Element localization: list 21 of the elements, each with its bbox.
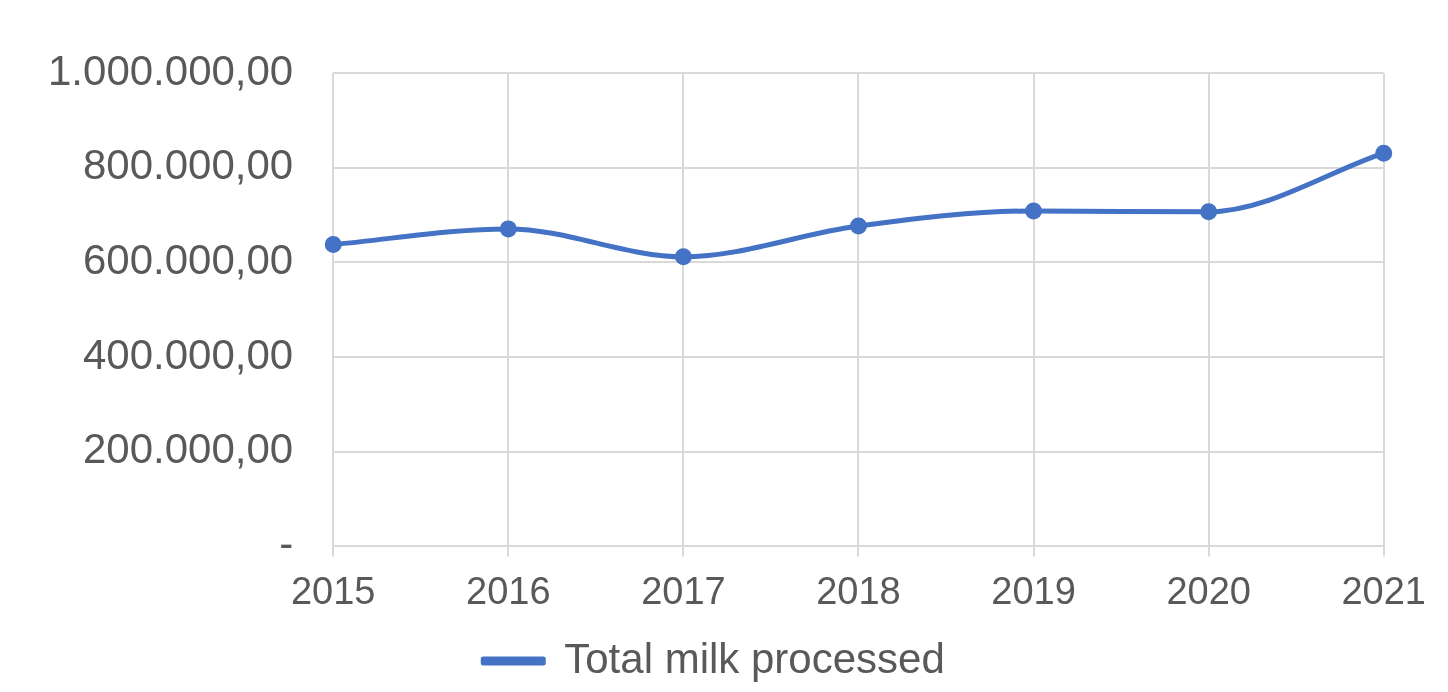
point — [1200, 203, 1218, 221]
x-tick-label: 2016 — [466, 569, 551, 612]
x-tick-label: 2015 — [290, 569, 376, 612]
point — [674, 248, 692, 266]
point — [849, 217, 867, 235]
y-tick-label: 200.000,00 — [83, 425, 294, 473]
point — [1025, 202, 1043, 220]
x-tick-label: 2018 — [816, 569, 901, 612]
x-tick-label: 2019 — [991, 569, 1076, 612]
legend-label: Total milk processed — [564, 634, 945, 682]
y-tick-label: 800.000,00 — [83, 141, 294, 189]
y-tick-label: 600.000,00 — [83, 236, 294, 284]
point — [324, 236, 342, 253]
y-tick-label: 1.000.000,00 — [48, 46, 294, 94]
x-tick-label: 2021 — [1341, 569, 1427, 612]
point — [1375, 144, 1393, 162]
y-tick-label: - — [279, 519, 294, 567]
x-tick-label: 2017 — [641, 569, 726, 612]
y-tick-label: 400.000,00 — [83, 330, 294, 378]
x-tick-label: 2020 — [1166, 569, 1251, 612]
point — [499, 220, 517, 238]
